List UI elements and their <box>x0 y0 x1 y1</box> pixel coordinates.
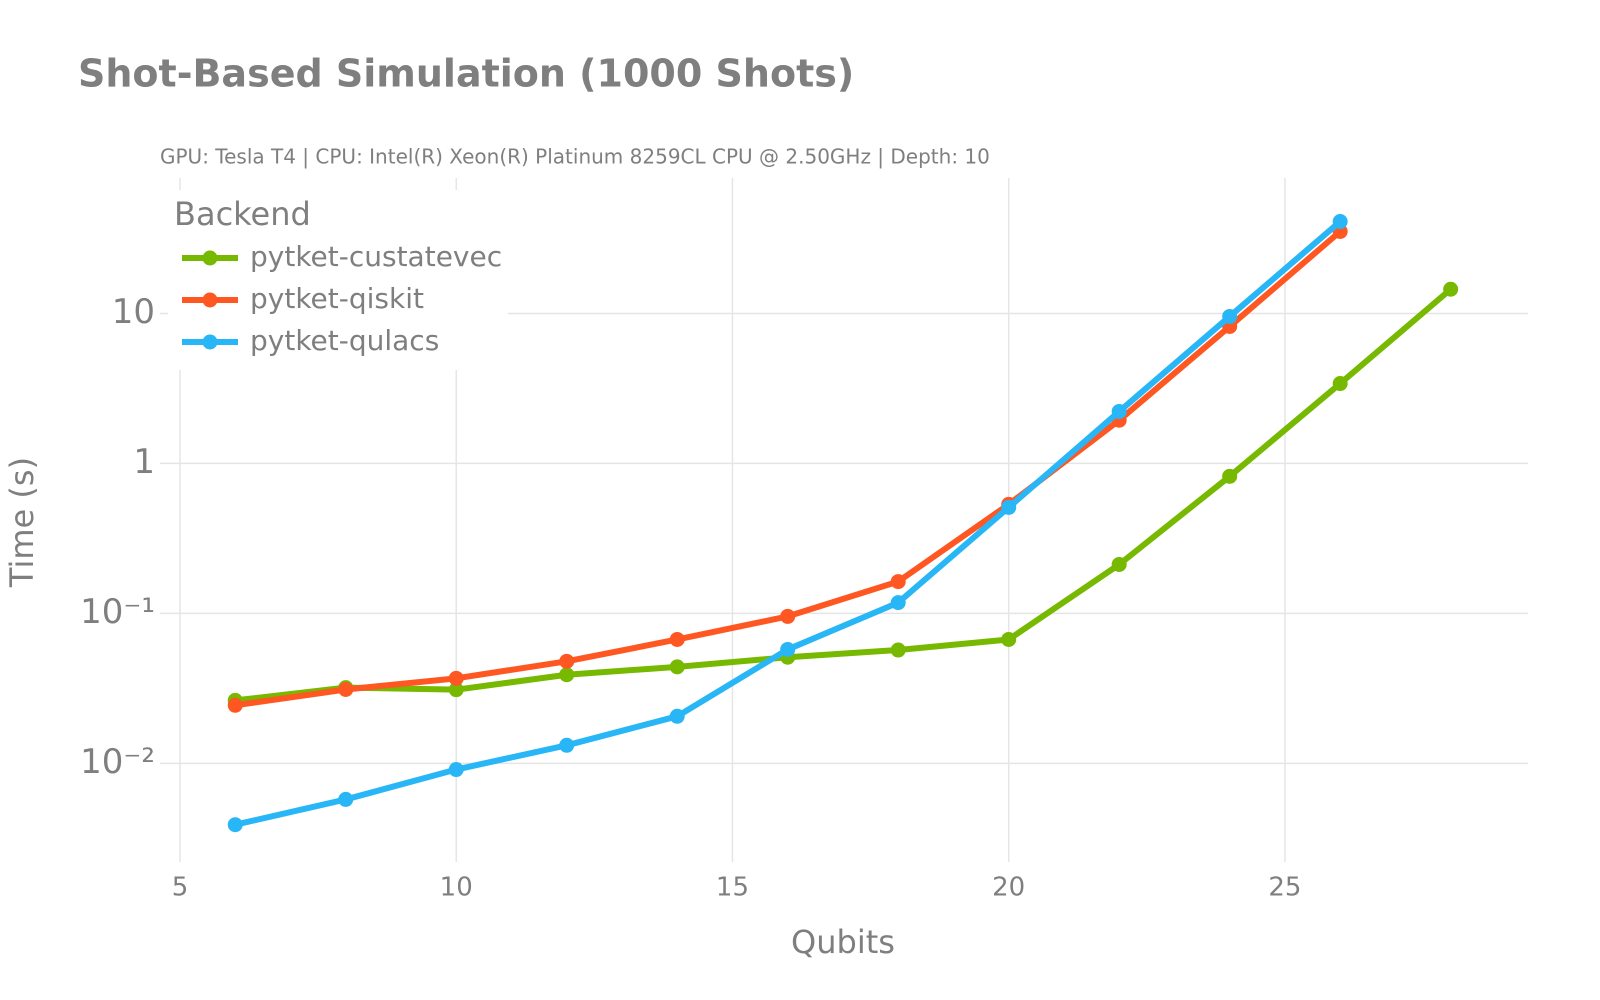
data-point <box>669 659 685 675</box>
series-line <box>234 286 1453 704</box>
data-point <box>669 708 685 724</box>
legend-label: pytket-qiskit <box>250 282 424 315</box>
data-point <box>1222 468 1238 484</box>
data-point <box>1111 403 1127 419</box>
y-tick-label: 1 <box>133 442 155 482</box>
plot-area <box>227 214 1459 833</box>
data-point <box>1001 631 1017 647</box>
data-point <box>669 631 685 647</box>
data-point <box>1443 281 1459 297</box>
x-axis-title: Qubits <box>791 923 895 961</box>
data-point <box>448 682 464 698</box>
chart-subtitle: GPU: Tesla T4 | CPU: Intel(R) Xeon(R) Pl… <box>160 145 990 169</box>
legend-marker <box>202 250 218 266</box>
data-point <box>559 737 575 753</box>
data-point <box>338 791 354 807</box>
data-point <box>338 681 354 697</box>
legend: Backend pytket-custatevec pytket-qiskit pyt… <box>168 190 508 370</box>
data-point <box>780 608 796 624</box>
y-tick-label: 10⁻¹ <box>80 592 155 632</box>
grid: 5 10 15 20 25 10⁻² 10⁻¹ 1 10 <box>80 178 1528 903</box>
legend-marker <box>202 334 218 350</box>
x-tick-label: 15 <box>716 873 749 903</box>
data-point <box>890 642 906 658</box>
data-point <box>227 697 243 713</box>
data-point <box>559 653 575 669</box>
legend-title: Backend <box>174 195 311 233</box>
x-tick-label: 20 <box>992 873 1025 903</box>
chart-title: Shot-Based Simulation (1000 Shots) <box>78 52 854 96</box>
x-tick-label: 5 <box>172 873 189 903</box>
data-point <box>227 817 243 833</box>
x-tick-label: 10 <box>440 873 473 903</box>
y-tick-label: 10⁻² <box>80 742 155 782</box>
data-point <box>780 641 796 657</box>
data-point <box>448 670 464 686</box>
data-point <box>1222 308 1238 324</box>
x-tick-label: 25 <box>1268 873 1301 903</box>
y-axis-title: Time (s) <box>3 457 41 588</box>
data-point <box>559 667 575 683</box>
y-tick-label: 10 <box>112 292 155 332</box>
data-point <box>448 762 464 778</box>
data-point <box>1332 214 1348 230</box>
data-point <box>890 595 906 611</box>
data-point <box>1001 499 1017 515</box>
data-point <box>1111 556 1127 572</box>
data-point <box>890 574 906 590</box>
data-point <box>1332 376 1348 392</box>
legend-label: pytket-custatevec <box>250 240 502 273</box>
legend-marker <box>202 292 218 308</box>
legend-label: pytket-qulacs <box>250 324 439 357</box>
